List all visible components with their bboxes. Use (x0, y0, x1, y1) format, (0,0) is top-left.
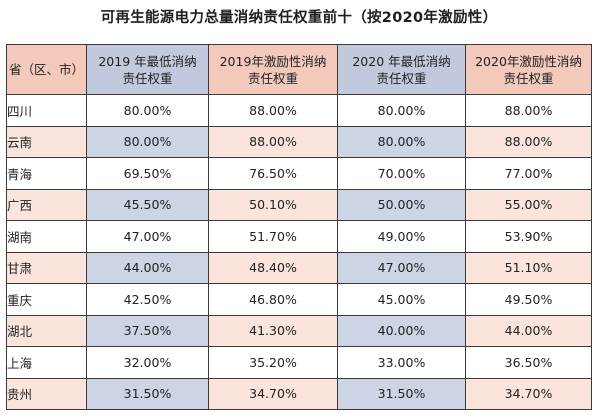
incentive-2020-cell: 77.00% (465, 157, 592, 190)
header-min-2019-line1: 2019 年最低消纳 (98, 53, 197, 69)
min-2019-cell: 42.50% (86, 283, 209, 316)
incentive-2020-cell: 36.50% (465, 346, 592, 379)
incentive-2020-cell: 51.10% (465, 251, 592, 284)
table-row: 四川 80.00% 88.00% 80.00% 88.00% (6, 94, 592, 127)
min-2019-cell: 69.50% (86, 157, 209, 190)
incentive-2019-cell: 35.20% (208, 346, 338, 379)
min-2020-cell: 80.00% (337, 125, 466, 158)
region-cell: 贵州 (6, 377, 87, 410)
header-region-label: 省（区、市） (8, 62, 84, 77)
table-row: 重庆 42.50% 46.80% 45.00% 49.50% (6, 283, 592, 316)
incentive-2019-cell: 48.40% (208, 251, 338, 284)
header-incentive-2019-line2: 责任权重 (247, 70, 298, 86)
min-2020-cell: 33.00% (337, 346, 466, 379)
min-2019-cell: 47.00% (86, 220, 209, 253)
header-min-2019: 2019 年最低消纳 责任权重 (86, 44, 209, 95)
min-2020-cell: 80.00% (337, 94, 466, 127)
quota-table: 省（区、市） 2019 年最低消纳 责任权重 2019年激励性消纳 责任权重 2… (6, 44, 592, 410)
min-2020-cell: 50.00% (337, 188, 466, 221)
region-cell: 四川 (6, 94, 87, 127)
header-min-2020-line2: 责任权重 (376, 70, 427, 86)
region-cell: 湖北 (6, 314, 87, 347)
incentive-2019-cell: 88.00% (208, 94, 338, 127)
incentive-2019-cell: 34.70% (208, 377, 338, 410)
incentive-2020-cell: 34.70% (465, 377, 592, 410)
min-2020-cell: 45.00% (337, 283, 466, 316)
table-header-row: 省（区、市） 2019 年最低消纳 责任权重 2019年激励性消纳 责任权重 2… (6, 44, 592, 95)
min-2020-cell: 70.00% (337, 157, 466, 190)
header-min-2020: 2020 年最低消纳 责任权重 (337, 44, 466, 95)
incentive-2020-cell: 44.00% (465, 314, 592, 347)
min-2019-cell: 31.50% (86, 377, 209, 410)
min-2020-cell: 40.00% (337, 314, 466, 347)
table-row: 上海 32.00% 35.20% 33.00% 36.50% (6, 346, 592, 379)
table-row: 广西 45.50% 50.10% 50.00% 55.00% (6, 188, 592, 221)
header-incentive-2020: 2020年激励性消纳 责任权重 (465, 44, 592, 95)
incentive-2019-cell: 41.30% (208, 314, 338, 347)
region-cell: 广西 (6, 188, 87, 221)
incentive-2019-cell: 76.50% (208, 157, 338, 190)
incentive-2019-cell: 88.00% (208, 125, 338, 158)
table-row: 湖南 47.00% 51.70% 49.00% 53.90% (6, 220, 592, 253)
min-2020-cell: 31.50% (337, 377, 466, 410)
header-incentive-2019-line1: 2019年激励性消纳 (219, 53, 327, 69)
min-2020-cell: 49.00% (337, 220, 466, 253)
min-2019-cell: 44.00% (86, 251, 209, 284)
incentive-2020-cell: 88.00% (465, 125, 592, 158)
header-incentive-2020-line1: 2020年激励性消纳 (475, 53, 582, 69)
incentive-2019-cell: 50.10% (208, 188, 338, 221)
table-row: 青海 69.50% 76.50% 70.00% 77.00% (6, 157, 592, 190)
table-row: 云南 80.00% 88.00% 80.00% 88.00% (6, 125, 592, 158)
incentive-2019-cell: 51.70% (208, 220, 338, 253)
incentive-2020-cell: 49.50% (465, 283, 592, 316)
region-cell: 重庆 (6, 283, 87, 316)
incentive-2020-cell: 55.00% (465, 188, 592, 221)
incentive-2020-cell: 88.00% (465, 94, 592, 127)
region-cell: 湖南 (6, 220, 87, 253)
header-incentive-2019: 2019年激励性消纳 责任权重 (208, 44, 338, 95)
region-cell: 上海 (6, 346, 87, 379)
min-2019-cell: 32.00% (86, 346, 209, 379)
header-incentive-2020-line2: 责任权重 (503, 70, 554, 86)
region-cell: 云南 (6, 125, 87, 158)
table-row: 甘肃 44.00% 48.40% 47.00% 51.10% (6, 251, 592, 284)
table-row: 湖北 37.50% 41.30% 40.00% 44.00% (6, 314, 592, 347)
incentive-2020-cell: 53.90% (465, 220, 592, 253)
header-min-2020-line1: 2020 年最低消纳 (352, 53, 451, 69)
header-region: 省（区、市） (6, 44, 87, 95)
header-min-2019-line2: 责任权重 (122, 70, 173, 86)
min-2019-cell: 80.00% (86, 94, 209, 127)
min-2019-cell: 80.00% (86, 125, 209, 158)
page-title: 可再生能源电力总量消纳责任权重前十（按2020年激励性） (100, 10, 498, 26)
region-cell: 青海 (6, 157, 87, 190)
table-row: 贵州 31.50% 34.70% 31.50% 34.70% (6, 377, 592, 410)
min-2019-cell: 45.50% (86, 188, 209, 221)
region-cell: 甘肃 (6, 251, 87, 284)
min-2020-cell: 47.00% (337, 251, 466, 284)
min-2019-cell: 37.50% (86, 314, 209, 347)
incentive-2019-cell: 46.80% (208, 283, 338, 316)
